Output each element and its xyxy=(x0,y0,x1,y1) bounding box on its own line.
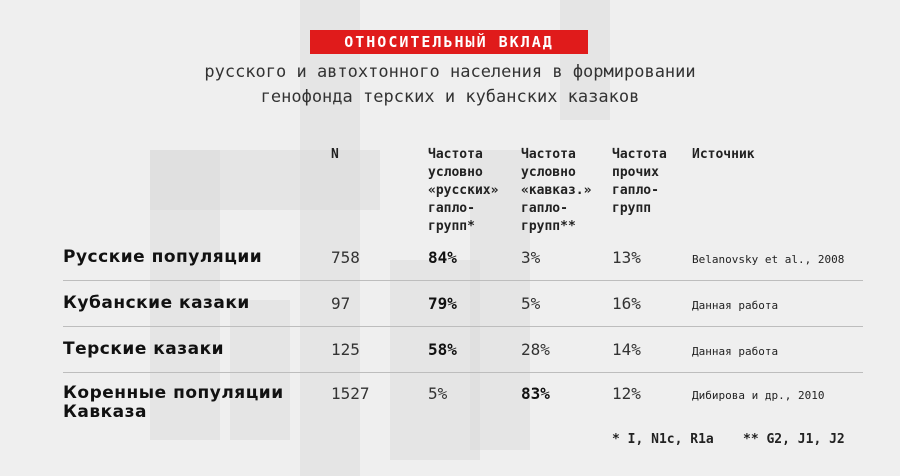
cell-russian-freq: 79% xyxy=(428,294,457,313)
cell-source: Belanovsky et al., 2008 xyxy=(692,253,845,266)
cell-caucasian-freq: 3% xyxy=(521,248,541,267)
cell-other-freq: 14% xyxy=(612,340,641,359)
row-label-russian-populations: Русские популяции xyxy=(63,247,263,267)
row-divider xyxy=(63,280,863,281)
subtitle-line-2: генофонда терских и кубанских казаков xyxy=(260,87,640,107)
subtitle-line-1: русского и автохтонного населения в форм… xyxy=(204,62,696,82)
cell-other-freq: 16% xyxy=(612,294,641,313)
header-caucasian-freq: Частота условно «кавказ.» гапло- групп** xyxy=(521,147,592,234)
cell-source: Данная работа xyxy=(692,345,779,358)
cell-other-freq: 12% xyxy=(612,384,641,403)
header-source: Источник xyxy=(692,147,755,162)
cell-n: 758 xyxy=(331,248,360,267)
row-divider xyxy=(63,372,863,373)
header-other-freq: Частота прочих гапло- групп xyxy=(612,147,667,216)
footnote-russian-haplogroups: * I, N1c, R1a xyxy=(612,432,714,447)
cell-other-freq: 13% xyxy=(612,248,641,267)
row-label-kuban-cossacks: Кубанские казаки xyxy=(63,293,250,313)
subtitle: русского и автохтонного населения в форм… xyxy=(0,60,900,110)
cell-caucasian-freq: 5% xyxy=(521,294,541,313)
row-label-caucasus-native-populations: Коренные популяции Кавказа xyxy=(63,383,284,422)
cell-russian-freq: 5% xyxy=(428,384,448,403)
cell-source: Дибирова и др., 2010 xyxy=(692,389,825,402)
header-n: N xyxy=(331,147,339,162)
title-badge: ОТНОСИТЕЛЬНЫЙ ВКЛАД xyxy=(310,30,588,54)
cell-caucasian-freq: 28% xyxy=(521,340,550,359)
cell-n: 125 xyxy=(331,340,360,359)
cell-n: 97 xyxy=(331,294,351,313)
row-label-terek-cossacks: Терские казаки xyxy=(63,339,225,359)
cell-russian-freq: 84% xyxy=(428,248,457,267)
cell-n: 1527 xyxy=(331,384,370,403)
footnote-caucasian-haplogroups: ** G2, J1, J2 xyxy=(743,432,845,447)
row-divider xyxy=(63,326,863,327)
cell-caucasian-freq: 83% xyxy=(521,384,550,403)
header-russian-freq: Частота условно «русских» гапло- групп* xyxy=(428,147,499,234)
cell-source: Данная работа xyxy=(692,299,779,312)
cell-russian-freq: 58% xyxy=(428,340,457,359)
